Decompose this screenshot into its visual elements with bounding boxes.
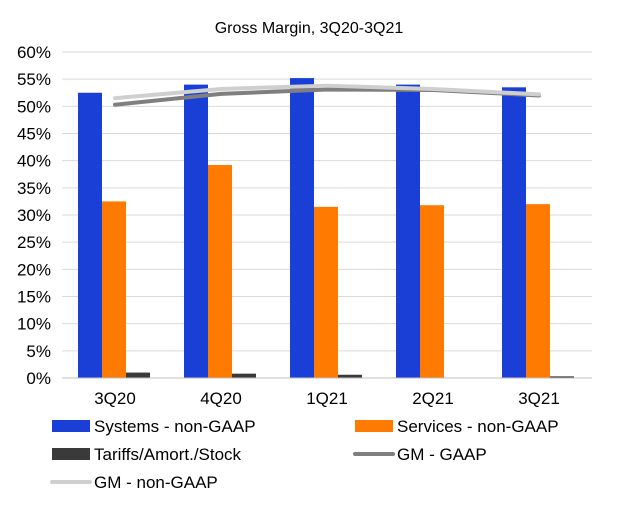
- x-tick-label: 1Q21: [306, 389, 348, 408]
- legend: Systems - non-GAAP Services - non-GAAP Tar…: [50, 417, 559, 492]
- y-tick-label: 30%: [17, 206, 51, 225]
- bar-tariffs-amort-stock-3q21: [550, 376, 574, 378]
- legend-label-gm-gaap: GM - GAAP: [397, 445, 487, 464]
- bar-tariffs-amort-stock-3q20: [126, 372, 150, 378]
- y-tick-label: 55%: [17, 70, 51, 89]
- bar-services-non-gaap-1q21: [314, 206, 338, 378]
- x-tick-label: 2Q21: [412, 389, 454, 408]
- y-tick-label: 45%: [17, 125, 51, 144]
- bar-services-non-gaap-4q20: [208, 165, 232, 378]
- legend-swatch-systems-non-gaap: [52, 420, 90, 432]
- chart-title: Gross Margin, 3Q20-3Q21: [215, 20, 404, 37]
- legend-swatch-tariffs-amort-stock: [52, 448, 90, 460]
- y-axis-tick-labels: 0% 5% 10% 15% 20% 25% 30% 35% 40% 45% 50% 55% 60%: [17, 43, 51, 388]
- y-tick-label: 35%: [17, 179, 51, 198]
- bar-services-non-gaap-3q21: [526, 204, 550, 378]
- bar-systems-non-gaap-2q21: [396, 84, 420, 378]
- bar-systems-non-gaap-4q20: [184, 84, 208, 378]
- legend-label-tariffs-amort-stock: Tariffs/Amort./Stock: [94, 445, 242, 464]
- legend-label-services-non-gaap: Services - non-GAAP: [397, 417, 559, 436]
- y-tick-label: 5%: [26, 342, 51, 361]
- x-axis-tick-labels: 3Q20 4Q20 1Q21 2Q21 3Q21: [94, 389, 560, 408]
- y-tick-label: 40%: [17, 152, 51, 171]
- y-tick-label: 0%: [26, 369, 51, 388]
- line-gm-non-gaap: [113, 83, 541, 101]
- bar-tariffs-amort-stock-1q21: [338, 374, 362, 378]
- legend-swatch-services-non-gaap: [355, 420, 393, 432]
- x-tick-label: 3Q20: [94, 389, 136, 408]
- bar-tariffs-amort-stock-4q20: [232, 373, 256, 378]
- y-tick-label: 60%: [17, 43, 51, 62]
- legend-label-gm-non-gaap: GM - non-GAAP: [94, 473, 218, 492]
- y-tick-label: 15%: [17, 288, 51, 307]
- legend-label-systems-non-gaap: Systems - non-GAAP: [94, 417, 256, 436]
- y-tick-label: 20%: [17, 260, 51, 279]
- y-tick-label: 10%: [17, 315, 51, 334]
- x-tick-label: 4Q20: [200, 389, 242, 408]
- bar-systems-non-gaap-3q21: [502, 87, 526, 379]
- y-tick-label: 50%: [17, 97, 51, 116]
- bar-systems-non-gaap-3q20: [78, 92, 102, 378]
- lines: [113, 83, 541, 107]
- bars: [78, 78, 574, 379]
- y-tick-label: 25%: [17, 233, 51, 252]
- bar-services-non-gaap-2q21: [420, 205, 444, 378]
- bar-services-non-gaap-3q20: [102, 201, 126, 378]
- x-tick-label: 3Q21: [518, 389, 560, 408]
- bar-systems-non-gaap-1q21: [290, 78, 314, 378]
